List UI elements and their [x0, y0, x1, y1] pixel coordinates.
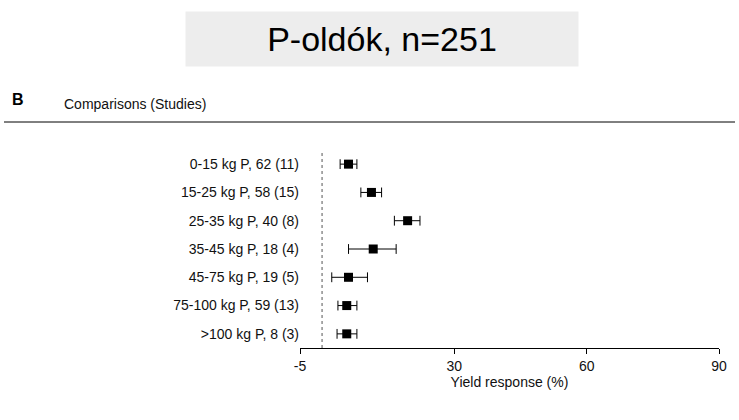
svg-text:30: 30	[447, 358, 463, 374]
svg-text:-5: -5	[294, 358, 307, 374]
svg-text:90: 90	[711, 358, 727, 374]
svg-text:Yield response (%): Yield response (%)	[451, 374, 569, 390]
svg-text:75-100 kg P, 59 (13): 75-100 kg P, 59 (13)	[173, 297, 299, 313]
svg-text:B: B	[12, 91, 24, 108]
svg-text:Comparisons (Studies): Comparisons (Studies)	[64, 96, 206, 112]
svg-text:60: 60	[579, 358, 595, 374]
svg-text:45-75 kg P, 19 (5): 45-75 kg P, 19 (5)	[189, 269, 299, 285]
svg-text:>100 kg P, 8 (3): >100 kg P, 8 (3)	[201, 326, 299, 342]
svg-text:P-oldók, n=251: P-oldók, n=251	[267, 20, 497, 58]
svg-text:35-45 kg P, 18 (4): 35-45 kg P, 18 (4)	[189, 241, 299, 257]
svg-text:25-35 kg P, 40 (8): 25-35 kg P, 40 (8)	[189, 213, 299, 229]
svg-text:0-15 kg P, 62 (11): 0-15 kg P, 62 (11)	[190, 156, 299, 172]
svg-text:15-25 kg P, 58 (15): 15-25 kg P, 58 (15)	[181, 184, 299, 200]
